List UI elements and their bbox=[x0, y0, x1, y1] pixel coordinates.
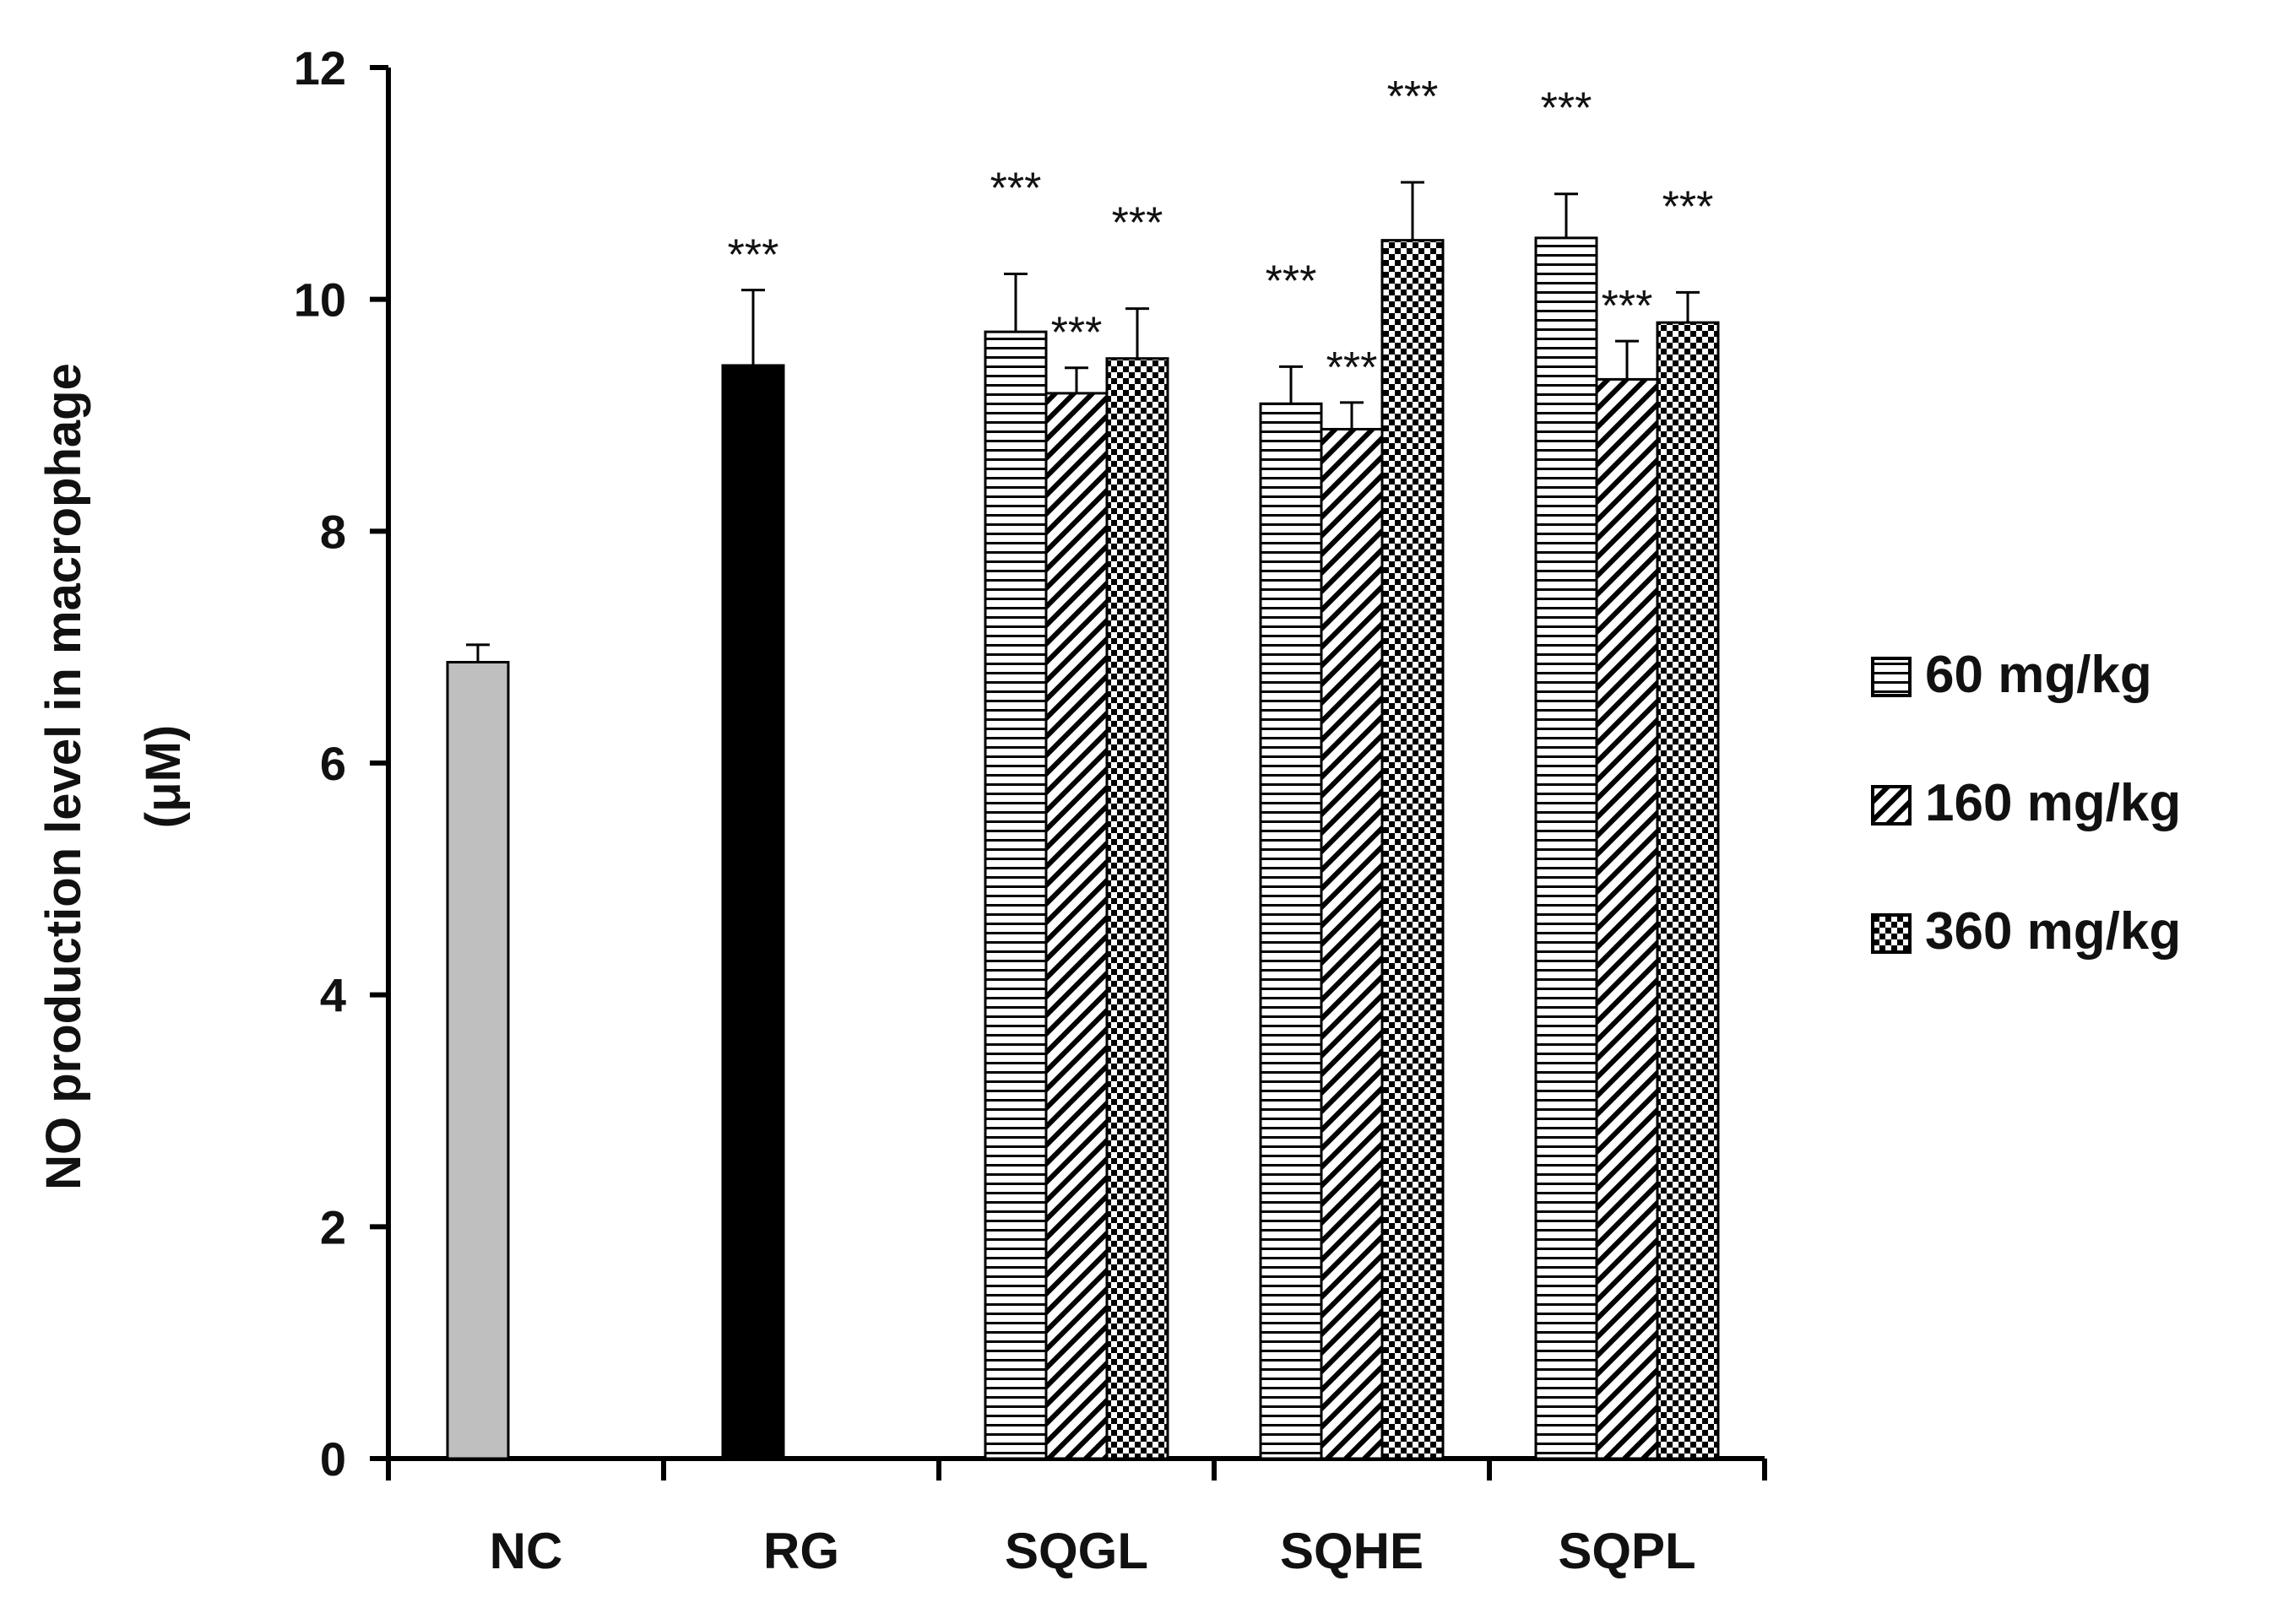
significance-label: *** bbox=[1051, 309, 1103, 358]
legend-entry: 360 mg/kg bbox=[1925, 902, 2181, 961]
y-axis-title: NO production level in macrophage bbox=[36, 363, 91, 1190]
y-tick-label: 2 bbox=[320, 1200, 346, 1253]
significance-label: *** bbox=[1112, 199, 1163, 248]
bar-sqpl-360 bbox=[1656, 321, 1720, 1460]
bar-sqhe-360 bbox=[1380, 239, 1445, 1460]
significance-label: *** bbox=[1266, 257, 1317, 306]
bars: ****************************** bbox=[446, 73, 1720, 1460]
y-tick-label: 0 bbox=[320, 1432, 346, 1486]
significance-label: *** bbox=[1662, 182, 1714, 231]
bar-rg bbox=[721, 364, 785, 1460]
significance-label: *** bbox=[1541, 84, 1592, 133]
bar-nc bbox=[446, 661, 510, 1460]
bar-sqpl-160 bbox=[1595, 377, 1659, 1460]
bar-sqhe-60 bbox=[1259, 402, 1323, 1460]
y-tick-label: 10 bbox=[294, 273, 346, 327]
x-tick-label: SQPL bbox=[1558, 1523, 1695, 1579]
x-tick-label: SQHE bbox=[1280, 1523, 1424, 1579]
significance-label: *** bbox=[728, 231, 779, 280]
legend-swatch bbox=[1871, 785, 1912, 826]
y-tick-label: 4 bbox=[320, 969, 346, 1022]
x-tick-label: SQGL bbox=[1005, 1523, 1148, 1579]
significance-label: *** bbox=[990, 164, 1042, 213]
x-tick-label: NC bbox=[490, 1523, 563, 1579]
legend-entry: 60 mg/kg bbox=[1925, 646, 2152, 704]
bar-sqgl-60 bbox=[984, 330, 1048, 1460]
legend-entry: 160 mg/kg bbox=[1925, 774, 2181, 832]
legend-swatch bbox=[1871, 913, 1912, 954]
y-axis-unit: (μM) bbox=[136, 725, 191, 828]
bar-sqpl-60 bbox=[1534, 236, 1598, 1460]
legend-swatch bbox=[1871, 657, 1912, 697]
x-tick-label: RG bbox=[763, 1523, 839, 1579]
significance-label: *** bbox=[1326, 344, 1378, 392]
y-tick-label: 8 bbox=[320, 505, 346, 558]
bar-sqhe-160 bbox=[1320, 427, 1384, 1460]
significance-label: *** bbox=[1602, 282, 1653, 331]
legend: 60 mg/kg 160 mg/kg 360 mg/kg bbox=[1871, 646, 2181, 961]
y-tick-label: 6 bbox=[320, 737, 346, 790]
bar-sqgl-160 bbox=[1044, 392, 1109, 1460]
y-tick-label: 12 bbox=[294, 41, 346, 95]
axes: 0 2 4 6 8 10 12 NC RG SQGL SQHE SQPL bbox=[294, 41, 1767, 1579]
significance-label: *** bbox=[1387, 73, 1439, 122]
bar-sqgl-360 bbox=[1105, 357, 1169, 1460]
